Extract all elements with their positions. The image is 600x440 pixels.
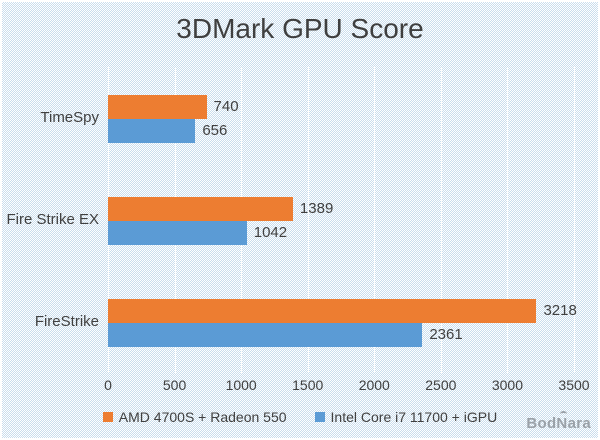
bar: [108, 221, 247, 245]
gridline: [440, 67, 442, 373]
legend-label: Intel Core i7 11700 + iGPU: [330, 409, 498, 425]
x-tick-label: 1500: [292, 377, 324, 393]
x-tick-label: 2500: [425, 377, 457, 393]
legend: AMD 4700S + Radeon 550 Intel Core i7 1170…: [2, 409, 598, 425]
legend-item: Intel Core i7 11700 + iGPU: [314, 409, 498, 425]
legend-swatch: [314, 412, 325, 422]
x-tick-label: 1000: [225, 377, 257, 393]
category-label: FireStrike: [34, 313, 99, 330]
gridline: [574, 67, 575, 373]
gridline: [507, 67, 509, 373]
watermark-logo: BodNara: [526, 411, 591, 432]
x-tick-label: 2000: [358, 377, 390, 393]
legend-swatch: [102, 412, 113, 422]
bar-value-label: 740: [213, 98, 239, 115]
bar: [108, 95, 207, 119]
bar: [108, 299, 537, 323]
category-label: TimeSpy: [40, 109, 99, 126]
legend-label: AMD 4700S + Radeon 550: [118, 409, 287, 425]
bar-value-label: 3218: [543, 302, 577, 319]
legend-item: AMD 4700S + Radeon 550: [102, 409, 287, 425]
x-tick-label: 3500: [558, 377, 590, 393]
bar-value-label: 1042: [253, 224, 288, 241]
bar-value-label: 656: [202, 122, 228, 139]
chart-title: 3DMark GPU Score: [176, 13, 424, 44]
bar: [108, 197, 293, 221]
x-tick-label: 3000: [491, 377, 523, 393]
bar-value-label: 1389: [299, 200, 334, 217]
bar-value-label: 2361: [429, 326, 463, 343]
gridline: [374, 67, 376, 373]
x-tick-label: 500: [162, 377, 187, 393]
bar: [108, 119, 196, 143]
gridline: [307, 67, 309, 373]
x-tick-label: 0: [104, 377, 112, 393]
category-label: Fire Strike EX: [6, 211, 99, 228]
bar: [108, 323, 423, 347]
